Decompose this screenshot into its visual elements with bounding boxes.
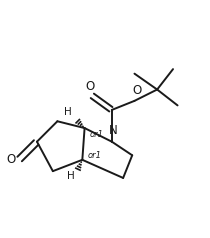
Text: O: O — [85, 80, 94, 93]
Text: H: H — [67, 171, 75, 181]
Text: O: O — [133, 84, 142, 97]
Text: H: H — [64, 107, 72, 117]
Text: O: O — [7, 153, 16, 166]
Text: N: N — [109, 124, 118, 137]
Text: or1: or1 — [87, 151, 101, 160]
Text: or1: or1 — [90, 130, 104, 139]
